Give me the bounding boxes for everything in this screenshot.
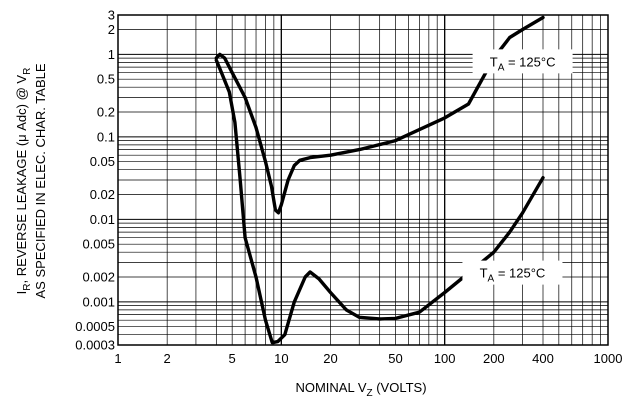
- y-tick-label: 0.001: [82, 294, 115, 309]
- x-tick-labels: 1 2 5 10 20 50 100 200 400 1000: [114, 351, 622, 366]
- y-axis-label-line2: AS SPECIFIED IN ELEC. CHAR. TABLE: [33, 63, 48, 298]
- x-tick-label: 20: [323, 351, 337, 366]
- grid: [118, 15, 608, 345]
- curve-label-bg-1: [472, 49, 573, 74]
- series-line-1: [214, 15, 545, 215]
- x-tick-label: 1000: [594, 351, 623, 366]
- x-tick-label: 1: [114, 351, 121, 366]
- y-tick-label: 0.05: [90, 154, 115, 169]
- curve-label-2: TA = 125°C: [480, 266, 546, 285]
- x-axis-label: NOMINAL VZ (VOLTS): [295, 380, 426, 399]
- curve-label-1: TA = 125°C: [490, 54, 556, 73]
- x-tick-label: 2: [164, 351, 171, 366]
- y-axis-label-line1: IR, REVERSE LEAKAGE (μ Adc) @ VR: [14, 68, 33, 295]
- x-tick-label: 100: [434, 351, 456, 366]
- y-tick-label: 0.1: [97, 129, 115, 144]
- y-tick-label: 0.002: [82, 270, 115, 285]
- y-tick-label: 0.01: [90, 212, 115, 227]
- y-tick-label: 1: [108, 47, 115, 62]
- x-tick-label: 10: [274, 351, 288, 366]
- x-tick-label: 400: [532, 351, 554, 366]
- curve-label-bg-2: [462, 260, 563, 285]
- y-tick-label: 0.2: [97, 105, 115, 120]
- y-tick-label: 0.005: [82, 237, 115, 252]
- y-tick-label: 3: [108, 8, 115, 23]
- y-tick-label: 0.02: [90, 187, 115, 202]
- x-tick-label: 200: [483, 351, 505, 366]
- plot-frame: [117, 14, 609, 346]
- y-tick-label: 2: [108, 22, 115, 37]
- x-tick-label: 5: [229, 351, 236, 366]
- y-tick-label: 0.5: [97, 72, 115, 87]
- y-tick-labels: 32 1 0.5 0.2 0.1 0.05 0.02 0.01 0.005 0.002 0.001 0…: [75, 8, 115, 353]
- x-tick-label: 50: [388, 351, 402, 366]
- y-tick-label: 0.0003: [75, 338, 115, 353]
- curve-labels: TA = 125°C TA = 125°C: [462, 49, 573, 285]
- y-tick-label: 0.0005: [75, 319, 115, 334]
